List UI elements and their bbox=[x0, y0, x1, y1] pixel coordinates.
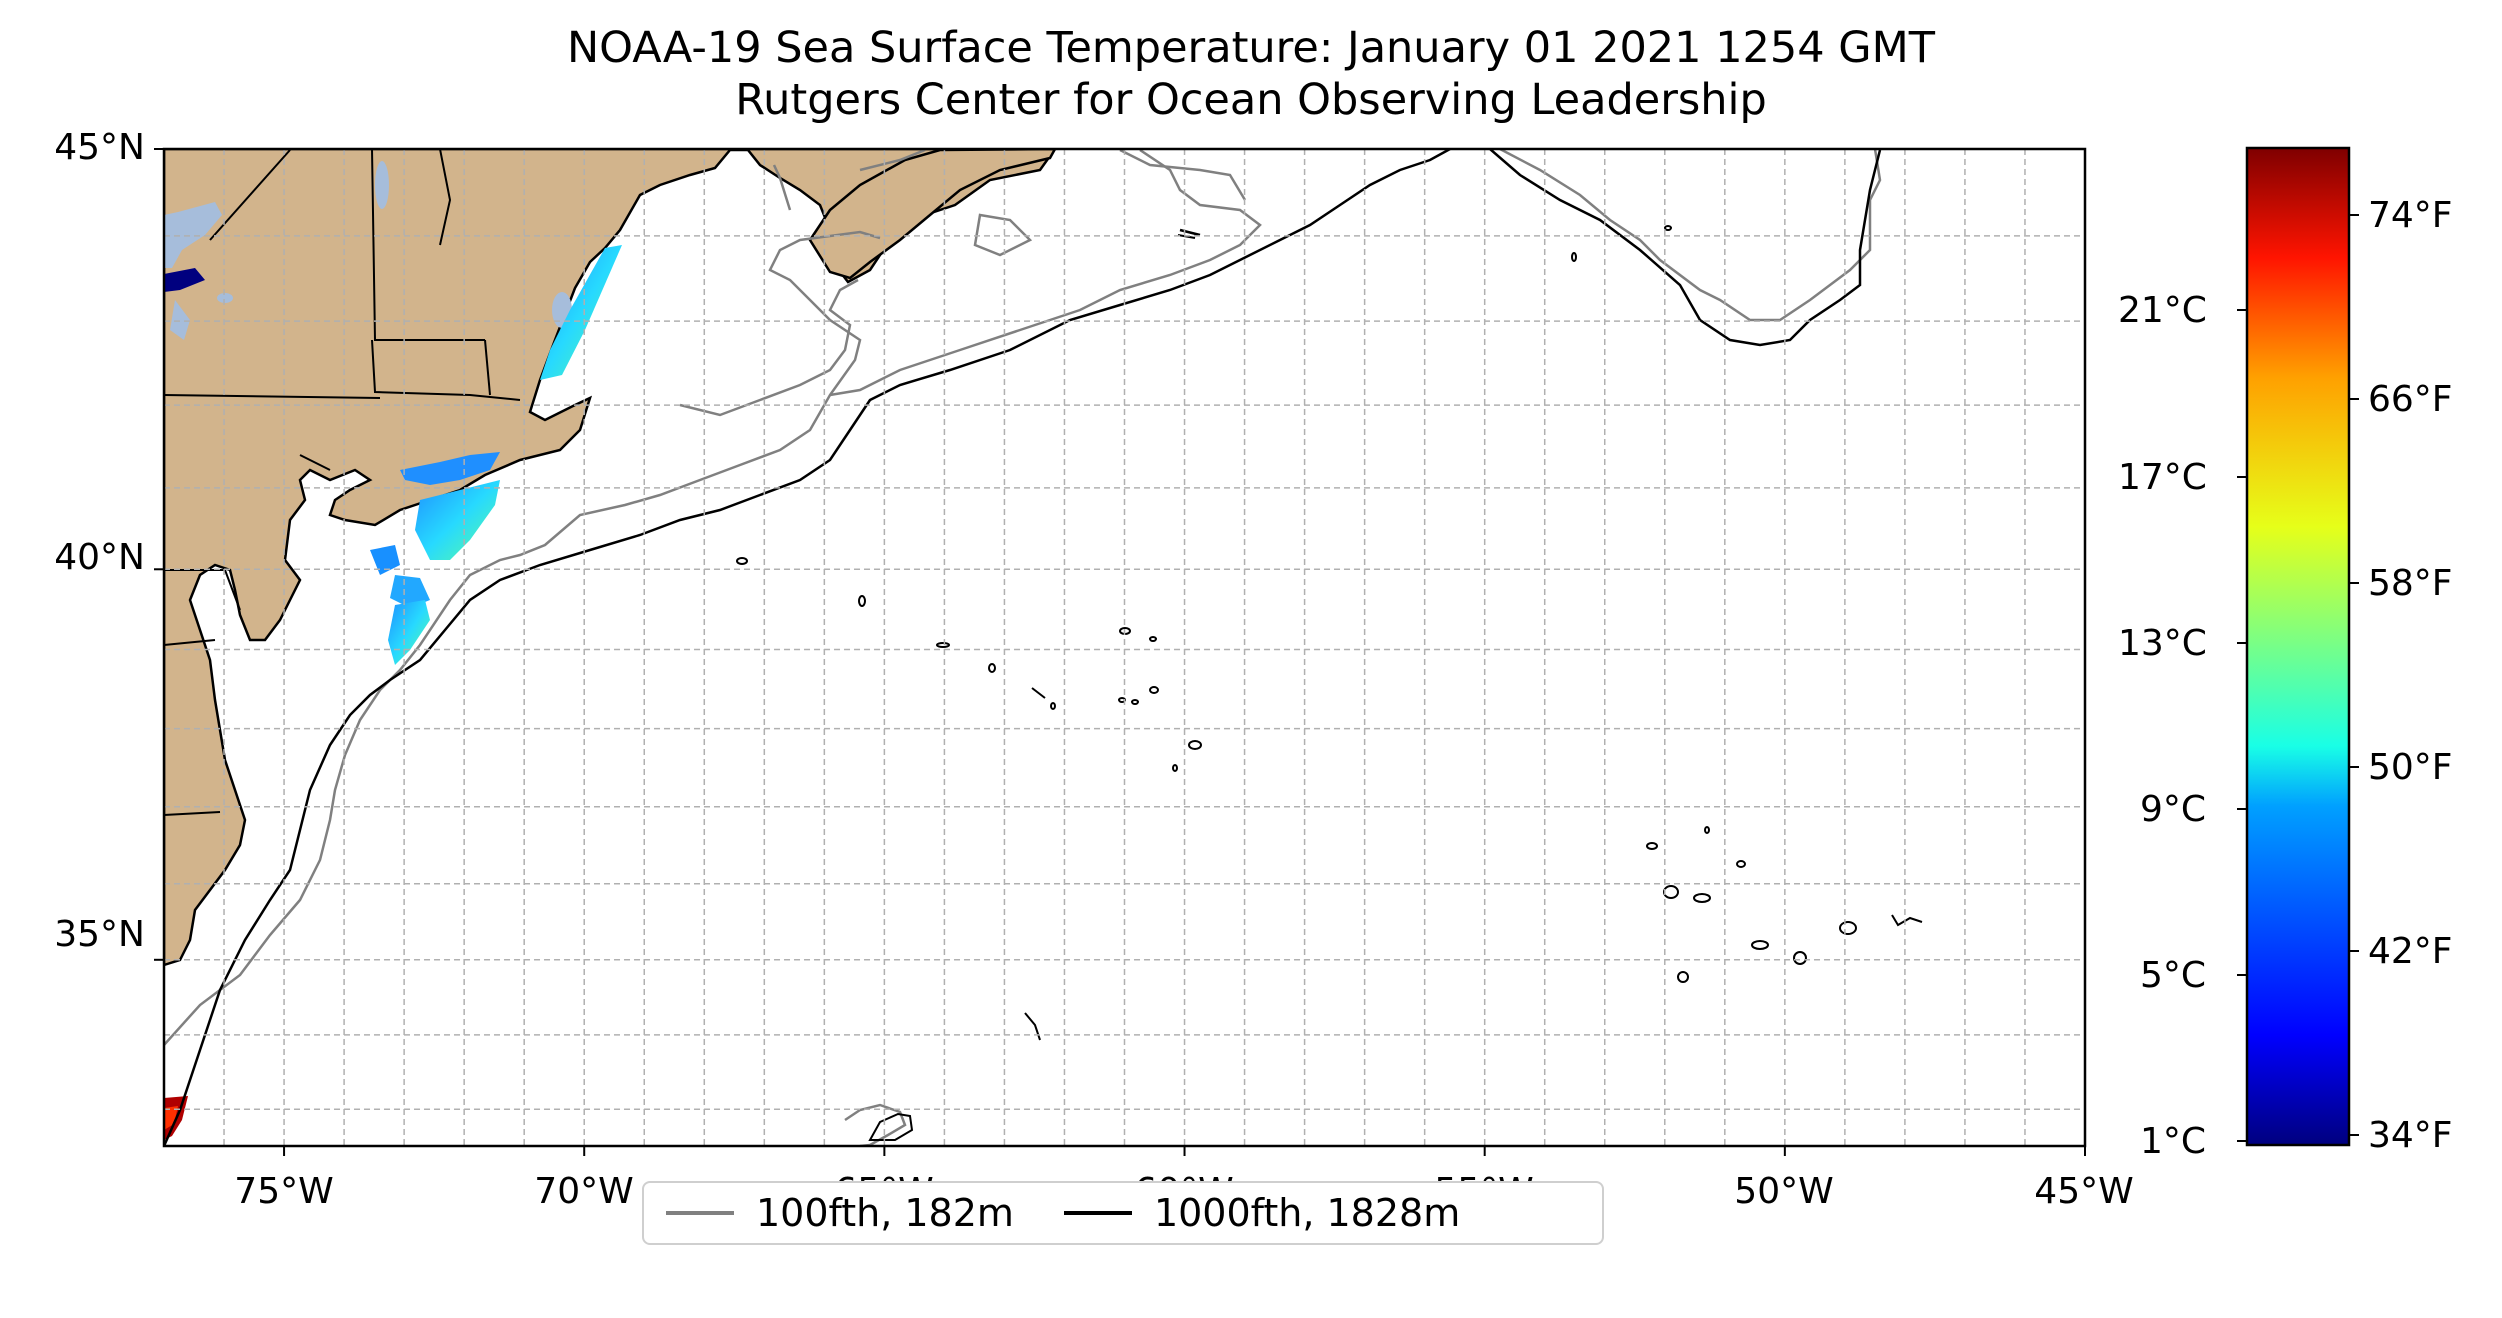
legend-label-1000fth: 1000fth, 1828m bbox=[1153, 1191, 1461, 1235]
inland-water bbox=[164, 161, 572, 340]
map-frame bbox=[162, 147, 2087, 1148]
lat-label-35: 35°N bbox=[54, 914, 145, 955]
legend-item-100fth: 100fth, 182m bbox=[666, 1191, 1014, 1235]
lat-label-40: 40°N bbox=[54, 537, 145, 578]
title-line-2: Rutgers Center for Ocean Observing Leade… bbox=[735, 75, 1767, 125]
contour-legend: 100fth, 182m 1000fth, 1828m bbox=[642, 1181, 1604, 1245]
lon-label-70w: 70°W bbox=[534, 1171, 634, 1212]
cb-celsius-21: 21°C bbox=[2118, 290, 2207, 331]
contour-1000fth bbox=[164, 149, 1882, 1146]
contour-100fth bbox=[164, 149, 1882, 1146]
lon-label-45w: 45°W bbox=[2034, 1171, 2134, 1212]
colorbar bbox=[2245, 146, 2351, 1147]
seamount-outlines bbox=[736, 225, 1923, 1141]
cb-fahrenheit-58: 58°F bbox=[2368, 563, 2453, 604]
title-line-1: NOAA-19 Sea Surface Temperature: January… bbox=[567, 23, 1935, 73]
sst-swath bbox=[164, 245, 622, 1140]
legend-item-1000fth: 1000fth, 1828m bbox=[1063, 1191, 1461, 1235]
legend-swatch-gray bbox=[666, 1211, 734, 1215]
cb-fahrenheit-66: 66°F bbox=[2368, 379, 2453, 420]
cb-celsius-5: 5°C bbox=[2140, 955, 2207, 996]
lon-label-75w: 75°W bbox=[234, 1171, 334, 1212]
cb-fahrenheit-50: 50°F bbox=[2368, 747, 2453, 788]
colorbar-ticks bbox=[2237, 214, 2359, 1142]
cb-celsius-1: 1°C bbox=[2140, 1121, 2207, 1162]
cb-celsius-17: 17°C bbox=[2118, 457, 2207, 498]
chart-title: NOAA-19 Sea Surface Temperature: January… bbox=[0, 22, 2502, 126]
land-mass-us bbox=[164, 149, 1057, 967]
state-borders bbox=[164, 149, 521, 816]
cb-fahrenheit-42: 42°F bbox=[2368, 931, 2453, 972]
gridlines bbox=[164, 149, 2085, 1146]
cb-fahrenheit-34: 34°F bbox=[2368, 1115, 2453, 1156]
cb-celsius-9: 9°C bbox=[2140, 789, 2207, 830]
legend-swatch-black bbox=[1063, 1211, 1132, 1215]
lake-dark bbox=[164, 268, 205, 292]
axis-ticks bbox=[154, 148, 2086, 1156]
cb-fahrenheit-74: 74°F bbox=[2368, 195, 2453, 236]
lon-label-50w: 50°W bbox=[1734, 1171, 1834, 1212]
lat-label-45: 45°N bbox=[54, 127, 145, 168]
cb-celsius-13: 13°C bbox=[2118, 623, 2207, 664]
legend-label-100fth: 100fth, 182m bbox=[756, 1191, 1014, 1235]
land-mass-canada bbox=[808, 149, 1057, 280]
